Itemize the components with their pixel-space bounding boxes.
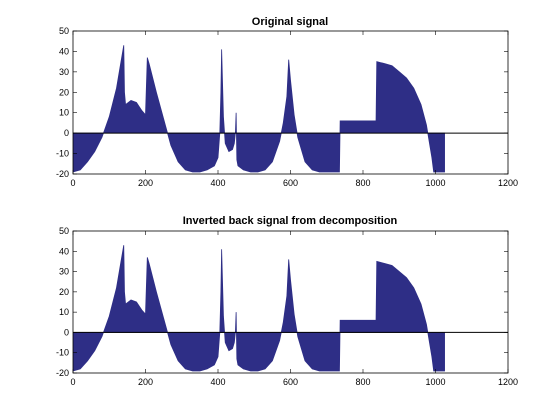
y-tick-label: 10 xyxy=(59,108,69,118)
y-tick-label: -20 xyxy=(56,169,69,179)
x-tick-label: 200 xyxy=(138,178,153,188)
x-tick-label: 1000 xyxy=(425,178,445,188)
y-tick-label: 40 xyxy=(59,246,69,256)
y-tick-label: 0 xyxy=(64,128,69,138)
y-tick-label: 50 xyxy=(59,26,69,36)
x-tick-label: 800 xyxy=(355,377,370,387)
title-top: Original signal xyxy=(252,16,328,28)
y-tick-label: 10 xyxy=(59,307,69,317)
x-tick-label: 800 xyxy=(355,178,370,188)
y-tick-label: -10 xyxy=(56,348,69,358)
plot-area-bottom: 0 200 400 600 800 1000 1200 -20 -10 0 10 20 30 40 50 xyxy=(56,226,518,387)
x-tick-label: 0 xyxy=(70,178,75,188)
y-tick-label: 20 xyxy=(59,87,69,97)
x-tick-label: 400 xyxy=(210,178,225,188)
y-tick-label: -10 xyxy=(56,149,69,159)
y-tick-label: 30 xyxy=(59,67,69,77)
subplot-top: Original signal 0 200 400 600 800 1000 1200-20… xyxy=(56,16,518,188)
x-tick-label: 200 xyxy=(138,377,153,387)
subplot-bottom: Inverted back signal from decomposition … xyxy=(56,215,518,387)
x-tick-label: 0 xyxy=(70,377,75,387)
y-tick-label: -20 xyxy=(56,368,69,378)
y-tick-label: 50 xyxy=(59,226,69,236)
y-tick-label: 0 xyxy=(64,327,69,337)
x-tick-label: 1000 xyxy=(425,377,445,387)
plot-area-top: 0 200 400 600 800 1000 1200 -20 -10 0 10 20 30 40 50 xyxy=(56,26,518,188)
signal-area-series-0 xyxy=(73,45,445,173)
x-tick-label: 400 xyxy=(210,377,225,387)
x-tick-label: 600 xyxy=(283,178,298,188)
y-tick-label: 30 xyxy=(59,267,69,277)
x-tick-label: 1200 xyxy=(498,377,518,387)
y-tick-label: 20 xyxy=(59,287,69,297)
title-bottom: Inverted back signal from decomposition xyxy=(183,215,398,227)
x-tick-label: 600 xyxy=(283,377,298,387)
x-tick-label: 1200 xyxy=(498,178,518,188)
y-tick-label: 40 xyxy=(59,46,69,56)
signal-area-series-0 xyxy=(73,245,445,372)
